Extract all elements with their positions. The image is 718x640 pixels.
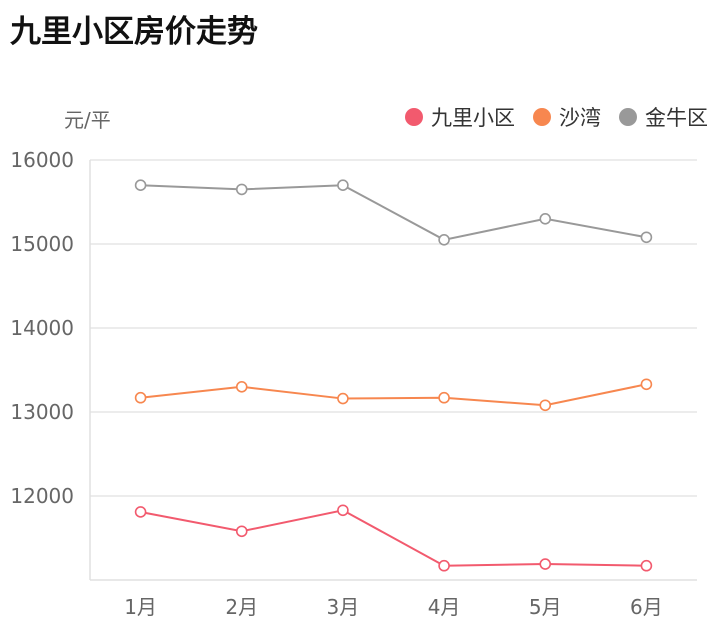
data-point	[337, 179, 349, 191]
y-tick-label: 14000	[10, 316, 74, 340]
y-tick-label: 12000	[10, 484, 74, 508]
x-tick-label: 4月	[428, 595, 461, 619]
data-point	[134, 391, 147, 404]
y-tick-label: 13000	[10, 400, 74, 424]
data-point	[134, 506, 147, 518]
y-tick-label: 15000	[10, 232, 74, 256]
x-tick-label: 1月	[124, 595, 157, 619]
data-point	[337, 504, 349, 517]
x-tick-label: 2月	[225, 595, 258, 619]
legend-marker	[619, 108, 637, 126]
legend-item-jinniu[interactable]: 金牛区	[619, 102, 708, 132]
y-tick-label: 16000	[10, 148, 74, 172]
legend: 九里小区 沙湾 金牛区	[405, 102, 708, 132]
legend-item-jiuli[interactable]: 九里小区	[405, 102, 515, 132]
data-point	[337, 392, 349, 405]
data-point	[134, 179, 147, 191]
data-point	[640, 559, 653, 572]
data-point	[235, 525, 248, 538]
data-point	[235, 183, 248, 196]
x-tick-label: 3月	[327, 595, 360, 619]
legend-label: 沙湾	[559, 106, 601, 130]
data-point	[438, 559, 450, 572]
x-tick-label: 5月	[529, 595, 562, 619]
series-line	[140, 509, 647, 567]
data-point	[438, 391, 450, 404]
legend-marker	[533, 108, 551, 126]
data-point	[539, 213, 552, 225]
data-point	[539, 399, 552, 412]
data-point	[438, 234, 450, 246]
legend-label: 金牛区	[645, 106, 708, 130]
data-point	[235, 380, 248, 393]
legend-item-shawan[interactable]: 沙湾	[533, 102, 601, 132]
data-point	[539, 558, 552, 570]
x-tick-label: 6月	[630, 595, 663, 619]
data-point	[640, 231, 653, 244]
series-line	[140, 383, 647, 407]
y-axis-unit: 元/平	[64, 108, 111, 132]
legend-label: 九里小区	[431, 106, 515, 130]
legend-marker	[405, 108, 423, 126]
chart-title: 九里小区房价走势	[10, 14, 258, 50]
series-line	[140, 184, 647, 241]
data-point	[640, 378, 653, 391]
